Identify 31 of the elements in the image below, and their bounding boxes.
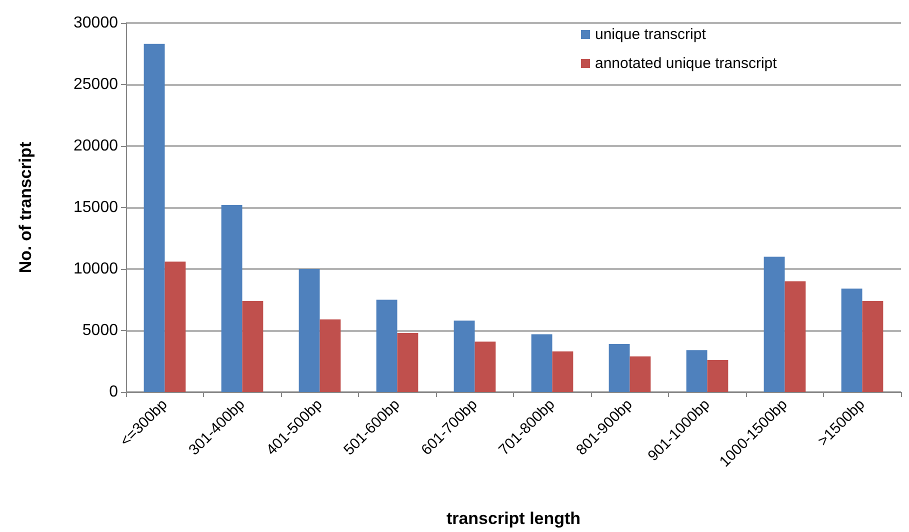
bar — [841, 288, 862, 392]
bar — [242, 300, 264, 392]
bar — [376, 300, 398, 392]
bar — [397, 332, 418, 392]
bar — [630, 356, 651, 392]
y-tick-label: 5000 — [82, 322, 118, 339]
bar — [862, 300, 884, 392]
bar — [686, 350, 708, 392]
bar — [144, 44, 165, 392]
bar — [164, 262, 186, 392]
bar — [221, 205, 242, 392]
bar — [474, 342, 496, 392]
y-tick-label: 25000 — [74, 76, 118, 93]
legend-label: annotated unique transcript — [595, 55, 778, 72]
bar — [454, 320, 475, 392]
bar — [784, 281, 806, 392]
bar — [764, 256, 785, 392]
x-axis-title: transcript length — [446, 509, 581, 528]
bar — [298, 269, 320, 392]
y-tick-label: 0 — [109, 384, 118, 400]
bar — [320, 319, 341, 392]
y-tick-label: 20000 — [74, 138, 118, 154]
bar — [608, 344, 630, 392]
legend-label: unique transcript — [595, 26, 707, 43]
y-tick-label: 30000 — [74, 14, 118, 32]
bar — [552, 351, 574, 392]
y-tick-label: 15000 — [74, 199, 118, 216]
bar — [531, 334, 552, 392]
y-tick-label: 10000 — [74, 260, 118, 278]
bar — [707, 360, 728, 392]
y-axis-title: No. of transcript — [16, 142, 35, 274]
